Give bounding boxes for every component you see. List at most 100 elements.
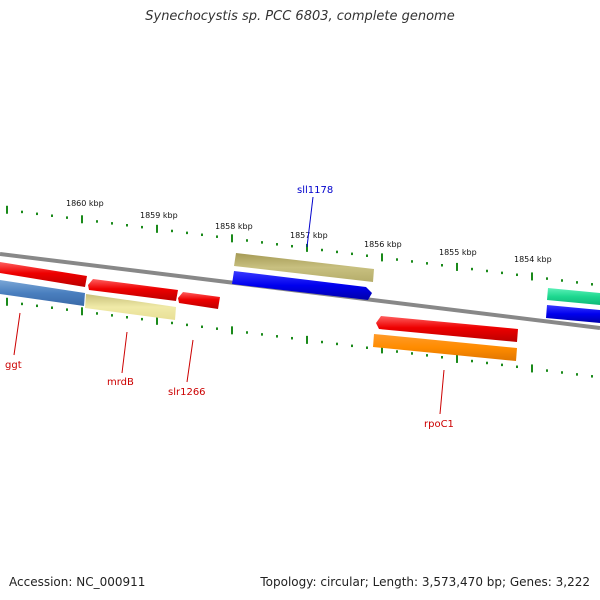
scale-tick — [246, 239, 248, 242]
scale-tick — [366, 346, 368, 349]
scale-tick — [111, 314, 113, 317]
scale-tick — [186, 231, 188, 235]
scale-tick — [306, 335, 308, 344]
scale-tick — [291, 336, 293, 340]
scale-tick — [396, 350, 398, 353]
scale-tick — [246, 331, 248, 334]
scale-tick — [561, 371, 563, 374]
scale-tick — [186, 323, 188, 327]
scale-tick — [81, 215, 83, 224]
scale-tick — [321, 340, 323, 344]
scale-tick — [351, 252, 353, 256]
gene-label[interactable]: mrdB — [107, 377, 134, 388]
scale-tick — [216, 235, 218, 238]
scale-tick — [531, 272, 533, 281]
scale-tick — [411, 352, 413, 355]
gene-feature[interactable] — [232, 271, 372, 300]
inner-scale-ticks — [6, 297, 593, 378]
scale-tick — [306, 243, 308, 252]
scale-tick-label: 1856 kbp — [364, 240, 402, 249]
scale-tick — [576, 281, 578, 284]
scale-tick — [396, 258, 398, 261]
scale-tick — [501, 363, 503, 367]
scale-tick — [501, 271, 503, 275]
gene-feature[interactable] — [0, 262, 87, 287]
gene-feature[interactable] — [85, 294, 176, 320]
gene-feature[interactable] — [546, 305, 600, 323]
scale-tick — [51, 214, 53, 217]
scale-tick — [441, 264, 443, 267]
scale-tick — [141, 317, 143, 321]
scale-tick — [531, 364, 533, 373]
scale-tick-label: 1855 kbp — [439, 248, 477, 257]
scale-tick-label: 1860 kbp — [66, 199, 104, 208]
scale-tick — [66, 216, 68, 219]
gene-feature[interactable] — [178, 292, 220, 309]
scale-tick — [426, 262, 428, 265]
scale-tick — [201, 233, 203, 237]
scale-tick — [261, 241, 263, 244]
scale-tick — [21, 302, 23, 306]
scale-tick — [381, 253, 383, 262]
scale-tick — [6, 205, 8, 214]
scale-tick — [426, 354, 428, 357]
leader-line — [439, 369, 445, 415]
genome-summary: Topology: circular; Length: 3,573,470 bp… — [260, 575, 590, 589]
scale-tick — [216, 327, 218, 330]
scale-tick — [201, 325, 203, 329]
scale-tick — [591, 375, 593, 378]
scale-tick — [591, 283, 593, 286]
scale-tick — [261, 333, 263, 336]
scale-tick — [486, 269, 488, 273]
scale-tick — [21, 210, 23, 214]
scale-tick — [96, 220, 98, 223]
gene-feature[interactable] — [373, 334, 517, 361]
gene-labels: sll1178 ggt mrdB slr1266 rpoC1 — [5, 185, 454, 430]
scale-tick-label: 1858 kbp — [215, 222, 253, 231]
scale-tick — [276, 243, 278, 246]
scale-tick — [336, 342, 338, 346]
scale-tick — [111, 222, 113, 225]
scale-tick — [336, 250, 338, 254]
scale-tick — [51, 306, 53, 309]
gene-label[interactable]: ggt — [5, 360, 22, 371]
gene-label-leaders — [13, 196, 445, 415]
map-title: Synechocystis sp. PCC 6803, complete gen… — [145, 9, 455, 24]
scale-tick — [291, 244, 293, 248]
scale-tick — [36, 304, 38, 308]
scale-tick — [276, 335, 278, 338]
scale-tick — [411, 260, 413, 263]
scale-tick-label: 1859 kbp — [140, 211, 178, 220]
outer-scale-ticks — [6, 205, 593, 286]
gene-label[interactable]: slr1266 — [168, 387, 206, 398]
scale-tick — [381, 345, 383, 354]
scale-tick — [231, 234, 233, 243]
scale-tick — [366, 254, 368, 257]
scale-tick — [126, 316, 128, 319]
scale-tick — [516, 273, 518, 277]
scale-tick — [546, 277, 548, 280]
leader-line — [13, 312, 21, 356]
scale-tick — [471, 267, 473, 271]
scale-tick — [171, 229, 173, 233]
gene-feature[interactable] — [547, 288, 600, 305]
scale-tick — [441, 356, 443, 359]
scale-tick — [456, 262, 458, 271]
gene-feature[interactable] — [376, 316, 518, 342]
gene-feature[interactable] — [0, 280, 85, 306]
scale-tick — [546, 369, 548, 372]
scale-tick — [156, 224, 158, 233]
scale-tick — [516, 365, 518, 369]
scale-tick — [576, 373, 578, 376]
leader-line — [121, 331, 128, 374]
scale-tick — [81, 307, 83, 316]
scale-tick — [231, 326, 233, 335]
scale-tick — [321, 248, 323, 252]
scale-tick — [6, 297, 8, 306]
gene-feature[interactable] — [88, 279, 178, 301]
gene-feature[interactable] — [234, 253, 374, 282]
gene-label[interactable]: sll1178 — [297, 185, 333, 196]
scale-tick — [141, 225, 143, 229]
gene-label[interactable]: rpoC1 — [424, 419, 454, 430]
